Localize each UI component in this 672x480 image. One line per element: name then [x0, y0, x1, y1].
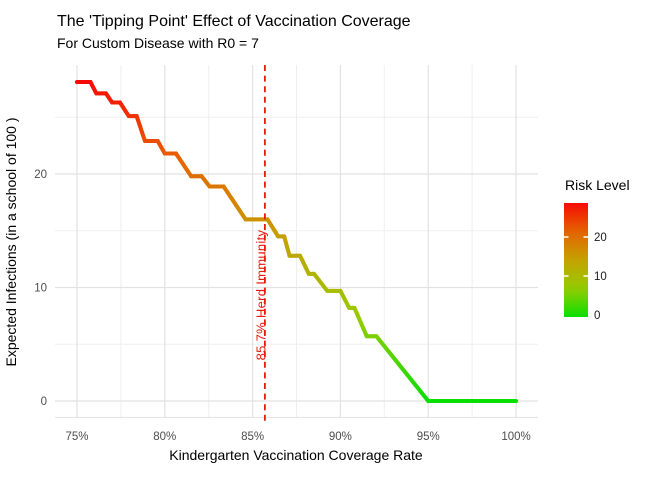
y-axis-label: Expected Infections (in a school of 100 …: [3, 117, 19, 366]
gridlines: [55, 65, 538, 418]
y-tick-label: 0: [41, 396, 47, 408]
x-tick-label: 100%: [501, 431, 530, 443]
legend-colorbar: 20 10 0: [564, 203, 607, 322]
x-tick-label: 85%: [241, 431, 264, 443]
y-tick-label: 20: [34, 169, 47, 181]
axis-tick-labels: 75% 80% 85% 90% 95% 100% 0 10 20: [34, 169, 531, 443]
chart-subtitle: For Custom Disease with R0 = 7: [57, 35, 259, 51]
herd-immunity-label: 85.7% Herd Immunity: [254, 229, 269, 360]
risk-level-colorbar: [564, 203, 588, 317]
y-tick-label: 10: [34, 282, 47, 294]
x-tick-label: 90%: [329, 431, 352, 443]
legend-tick-label: 20: [594, 232, 607, 244]
legend-title: Risk Level: [565, 177, 630, 193]
legend-tick-label: 0: [594, 310, 600, 322]
x-tick-label: 95%: [417, 431, 440, 443]
x-axis-label: Kindergarten Vaccination Coverage Rate: [169, 447, 423, 463]
chart-title: The 'Tipping Point' Effect of Vaccinatio…: [57, 13, 411, 30]
x-tick-label: 75%: [65, 431, 88, 443]
legend-tick-label: 10: [594, 271, 607, 283]
x-tick-label: 80%: [153, 431, 176, 443]
risk-gradient-line: [74, 80, 519, 403]
